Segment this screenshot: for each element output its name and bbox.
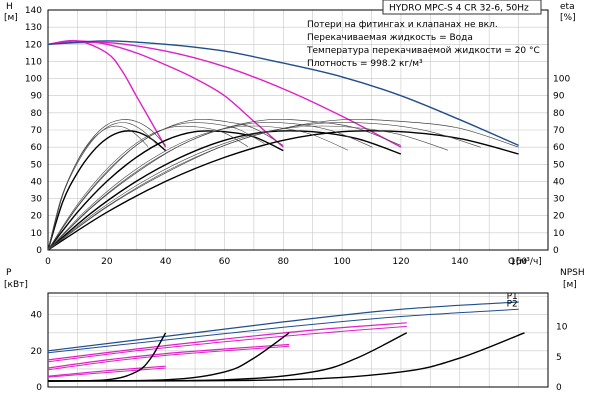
- curve-p2: [47, 308, 519, 354]
- y-tick-label-p: 20: [31, 347, 43, 357]
- plot-frame-bottom: [47, 292, 549, 388]
- plot-frame-top: [47, 9, 549, 251]
- tick-labels: 0102030405060708090100110120130140010203…: [25, 6, 571, 393]
- curve-e1: [47, 130, 167, 251]
- y2-tick-label-eta: 70: [553, 126, 565, 136]
- y-tick-label-h: 30: [31, 195, 43, 205]
- y-tick-label-h: 110: [25, 57, 42, 67]
- y-tick-label-p: 40: [31, 311, 43, 321]
- y2-axis-label-eta: eta: [560, 2, 575, 12]
- y-tick-label-h: 10: [31, 229, 43, 239]
- y2-tick-label-eta: 80: [553, 109, 565, 119]
- x-tick-label-q: 20: [101, 257, 113, 267]
- y-axis-label-p: P: [6, 268, 12, 278]
- curve-h3: [47, 41, 402, 148]
- y-tick-label-h: 120: [25, 40, 42, 50]
- curve-n3: [47, 332, 408, 382]
- y2-axis-unit-eta: [%]: [560, 13, 576, 23]
- y-tick-label-h: 0: [36, 246, 42, 256]
- x-axis-label-q: Q: [508, 257, 515, 267]
- curve-n4: [47, 332, 525, 382]
- x-tick-label-q: 0: [45, 257, 51, 267]
- curve-p1: [47, 301, 519, 352]
- x-tick-label-q: 140: [451, 257, 468, 267]
- y2-tick-label-eta: 100: [553, 75, 570, 85]
- x-axis-unit-q: [м³/ч]: [516, 257, 542, 267]
- note-0: Потери на фитингах и клапанах не вкл.: [307, 20, 498, 30]
- note-3: Плотность = 998.2 кг/м³: [307, 59, 423, 69]
- y-axis-unit-h: [м]: [4, 13, 18, 23]
- y-tick-label-h: 60: [31, 143, 43, 153]
- x-tick-label-q: 40: [160, 257, 172, 267]
- x-tick-label-q: 60: [219, 257, 231, 267]
- curve-p4a: [47, 343, 290, 369]
- x-tick-label-q: 100: [334, 257, 351, 267]
- y2-tick-label-eta: 40: [553, 177, 565, 187]
- y-axis-unit-p: [кВт]: [4, 280, 28, 290]
- curve-e3: [47, 130, 402, 251]
- y-tick-label-h: 20: [31, 212, 43, 222]
- power-curves: [47, 301, 525, 382]
- y2-tick-label-eta: 30: [553, 195, 565, 205]
- y2-tick-label-eta: 10: [553, 229, 565, 239]
- curve-p3b: [47, 325, 407, 363]
- x-tick-label-q: 160: [510, 257, 527, 267]
- curve-e3-band: [47, 122, 373, 251]
- y2-tick-label-npsh: 10: [556, 323, 568, 333]
- curve-h4: [47, 40, 519, 147]
- curve-e1-band: [47, 122, 157, 251]
- y-tick-label-h: 90: [31, 92, 43, 102]
- title-box: [382, 0, 542, 15]
- y2-tick-label-eta: 50: [553, 160, 565, 170]
- chart-title: HYDRO MPC-S 4 CR 32-6, 50Hz: [389, 4, 529, 14]
- series-label-p2: P2: [507, 299, 518, 309]
- y2-axis-unit-npsh: [м]: [563, 280, 577, 290]
- y-axis-label-h: H: [6, 2, 13, 12]
- y2-tick-label-npsh: 5: [556, 353, 562, 363]
- curve-p3a: [47, 322, 407, 361]
- curve-e4: [47, 130, 519, 251]
- note-2: Температура перекачиваемой жидкости = 20…: [306, 46, 540, 56]
- curve-p5b: [47, 367, 166, 378]
- y-tick-label-h: 70: [31, 126, 43, 136]
- note-1: Перекачиваемая жидкость = Вода: [307, 33, 473, 43]
- y-tick-label-p: 0: [36, 383, 42, 393]
- curve-p4b: [47, 345, 290, 371]
- y-tick-label-h: 80: [31, 109, 43, 119]
- grid-bottom: [47, 292, 549, 388]
- y2-tick-label-eta: 90: [553, 92, 565, 102]
- y2-tick-label-npsh: 0: [556, 383, 562, 393]
- curve-e2-band: [47, 122, 265, 251]
- curve-e3-band: [47, 125, 349, 251]
- y2-tick-label-eta: 0: [553, 246, 559, 256]
- x-tick-label-q: 80: [278, 257, 290, 267]
- y2-axis-label-npsh: NPSH: [560, 268, 585, 278]
- curve-p5a: [47, 365, 166, 377]
- curve-e4-band: [47, 125, 449, 251]
- y-tick-label-h: 140: [25, 6, 42, 16]
- y2-tick-label-eta: 60: [553, 143, 565, 153]
- curve-e2-band: [47, 125, 249, 251]
- head-curves: [47, 39, 519, 251]
- y-tick-label-h: 50: [31, 160, 43, 170]
- y2-tick-label-eta: 20: [553, 212, 565, 222]
- y-tick-label-h: 130: [25, 23, 42, 33]
- y-tick-label-h: 40: [31, 177, 43, 187]
- x-tick-label-q: 120: [392, 257, 409, 267]
- grid-top: [47, 9, 549, 251]
- series-label-p1: P1: [507, 292, 518, 302]
- curve-e4-band: [47, 122, 481, 251]
- y-tick-label-h: 100: [25, 75, 42, 85]
